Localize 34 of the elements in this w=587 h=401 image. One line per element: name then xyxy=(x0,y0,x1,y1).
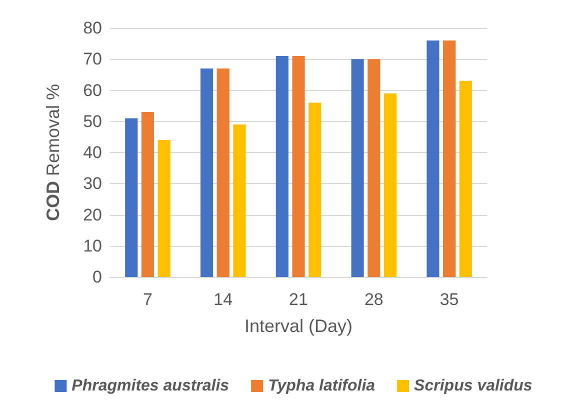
bar xyxy=(368,59,380,277)
legend-label: Scripus validus xyxy=(414,378,532,394)
bar xyxy=(459,80,472,277)
x-tick-label: 21 xyxy=(289,290,308,309)
bar xyxy=(426,40,440,277)
bar xyxy=(125,118,138,277)
x-tick-label: 7 xyxy=(142,290,152,309)
bar xyxy=(200,68,214,277)
bar xyxy=(141,112,154,277)
bar xyxy=(158,140,170,277)
bar xyxy=(276,56,288,277)
x-tick-label: 14 xyxy=(214,290,233,309)
legend-label: Typha latifolia xyxy=(268,378,376,394)
bar xyxy=(308,102,322,277)
y-tick-label: 70 xyxy=(83,50,102,69)
bar xyxy=(216,68,230,277)
y-tick-label: 30 xyxy=(83,174,102,194)
legend-label: Phragmites australis xyxy=(72,378,230,394)
y-axis-title: COD Removal % xyxy=(43,84,63,222)
y-tick-label: 80 xyxy=(83,18,102,38)
y-tick-label: 20 xyxy=(83,205,102,224)
x-tick-label: 28 xyxy=(364,290,384,309)
y-tick-label: 40 xyxy=(83,143,102,162)
y-tick-label: 10 xyxy=(83,236,102,256)
bar xyxy=(351,59,364,277)
x-axis-title: Interval (Day) xyxy=(244,316,353,336)
bar xyxy=(233,124,246,277)
x-tick-label: 35 xyxy=(440,290,459,309)
bar xyxy=(384,93,397,277)
y-tick-label: 0 xyxy=(92,268,102,286)
bar xyxy=(443,40,456,277)
y-tick-label: 50 xyxy=(83,112,102,131)
y-tick-label: 60 xyxy=(83,80,102,100)
bar xyxy=(292,56,305,277)
